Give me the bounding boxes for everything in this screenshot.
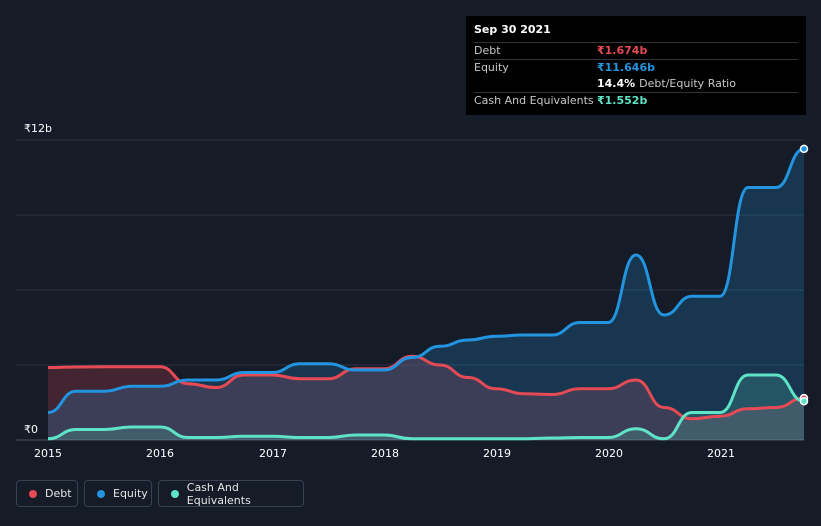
series-areas bbox=[48, 148, 804, 440]
tooltip-equity-value: ₹11.646b bbox=[597, 61, 655, 74]
tooltip-ratio-percent: 14.4% bbox=[597, 77, 636, 90]
debt-line bbox=[47, 354, 805, 421]
equity-endpoint-marker bbox=[799, 144, 809, 154]
xtick-label: 2015 bbox=[34, 447, 62, 460]
xtick-label: 2018 bbox=[371, 447, 399, 460]
xtick-label: 2020 bbox=[595, 447, 623, 460]
xtick-label: 2016 bbox=[146, 447, 174, 460]
cash-line bbox=[47, 373, 805, 441]
tooltip-row-debt: Debt ₹1.674b bbox=[474, 43, 798, 60]
tooltip-cash-label: Cash And Equivalents bbox=[474, 94, 594, 107]
tooltip-row-equity: Equity ₹11.646b bbox=[474, 60, 798, 76]
ytick-label-max: ₹12b bbox=[24, 122, 52, 135]
xtick-label: 2017 bbox=[259, 447, 287, 460]
cash-area bbox=[48, 375, 804, 440]
cash-dot-icon bbox=[171, 489, 179, 498]
series-lines bbox=[47, 147, 805, 441]
legend-item-cash[interactable]: Cash And Equivalents bbox=[158, 480, 304, 507]
tooltip-debt-label: Debt bbox=[474, 44, 501, 57]
ytick-label-zero: ₹0 bbox=[24, 423, 38, 436]
tooltip-date: Sep 30 2021 bbox=[474, 22, 798, 43]
xtick-label: 2021 bbox=[707, 447, 735, 460]
equity-line bbox=[47, 147, 805, 414]
tooltip-row-cash: Cash And Equivalents ₹1.552b bbox=[474, 93, 798, 109]
tooltip-row-ratio: 14.4% Debt/Equity Ratio bbox=[474, 76, 798, 93]
legend-label-cash: Cash And Equivalents bbox=[186, 480, 251, 507]
xtick-label: 2019 bbox=[483, 447, 511, 460]
cash-endpoint-marker bbox=[799, 396, 809, 406]
equity-dot-icon bbox=[97, 489, 105, 498]
tooltip-debt-value: ₹1.674b bbox=[597, 44, 648, 57]
tooltip-ratio-label: Debt/Equity Ratio bbox=[639, 77, 736, 90]
legend-item-debt[interactable]: Debt bbox=[16, 480, 78, 507]
gridlines bbox=[16, 139, 804, 441]
equity-area bbox=[48, 148, 804, 440]
tooltip-equity-label: Equity bbox=[474, 61, 509, 74]
legend-label-equity: Equity bbox=[113, 487, 148, 500]
tooltip-panel: Sep 30 2021 Debt ₹1.674b Equity ₹11.646b… bbox=[466, 16, 806, 115]
debt-dot-icon bbox=[29, 489, 37, 498]
legend-item-equity[interactable]: Equity bbox=[84, 480, 152, 507]
tooltip-cash-value: ₹1.552b bbox=[597, 94, 648, 107]
legend-label-debt: Debt bbox=[45, 487, 72, 500]
series-endpoints bbox=[799, 144, 809, 406]
